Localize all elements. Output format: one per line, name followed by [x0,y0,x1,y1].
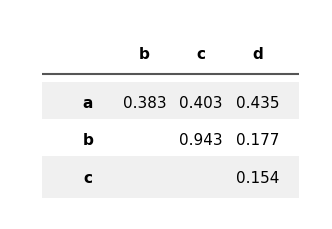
Text: 0.177: 0.177 [236,133,279,148]
Bar [42,82,299,124]
Text: a: a [83,96,93,111]
Text: c: c [83,170,92,185]
Bar [42,156,299,199]
Text: 0.943: 0.943 [179,133,223,148]
Text: c: c [197,46,206,61]
Text: b: b [82,133,93,148]
Text: d: d [252,46,263,61]
Text: 0.403: 0.403 [179,96,223,111]
Bar [42,119,299,161]
Text: b: b [139,46,150,61]
Text: 0.383: 0.383 [123,96,166,111]
Text: 0.154: 0.154 [236,170,279,185]
Text: 0.435: 0.435 [236,96,280,111]
